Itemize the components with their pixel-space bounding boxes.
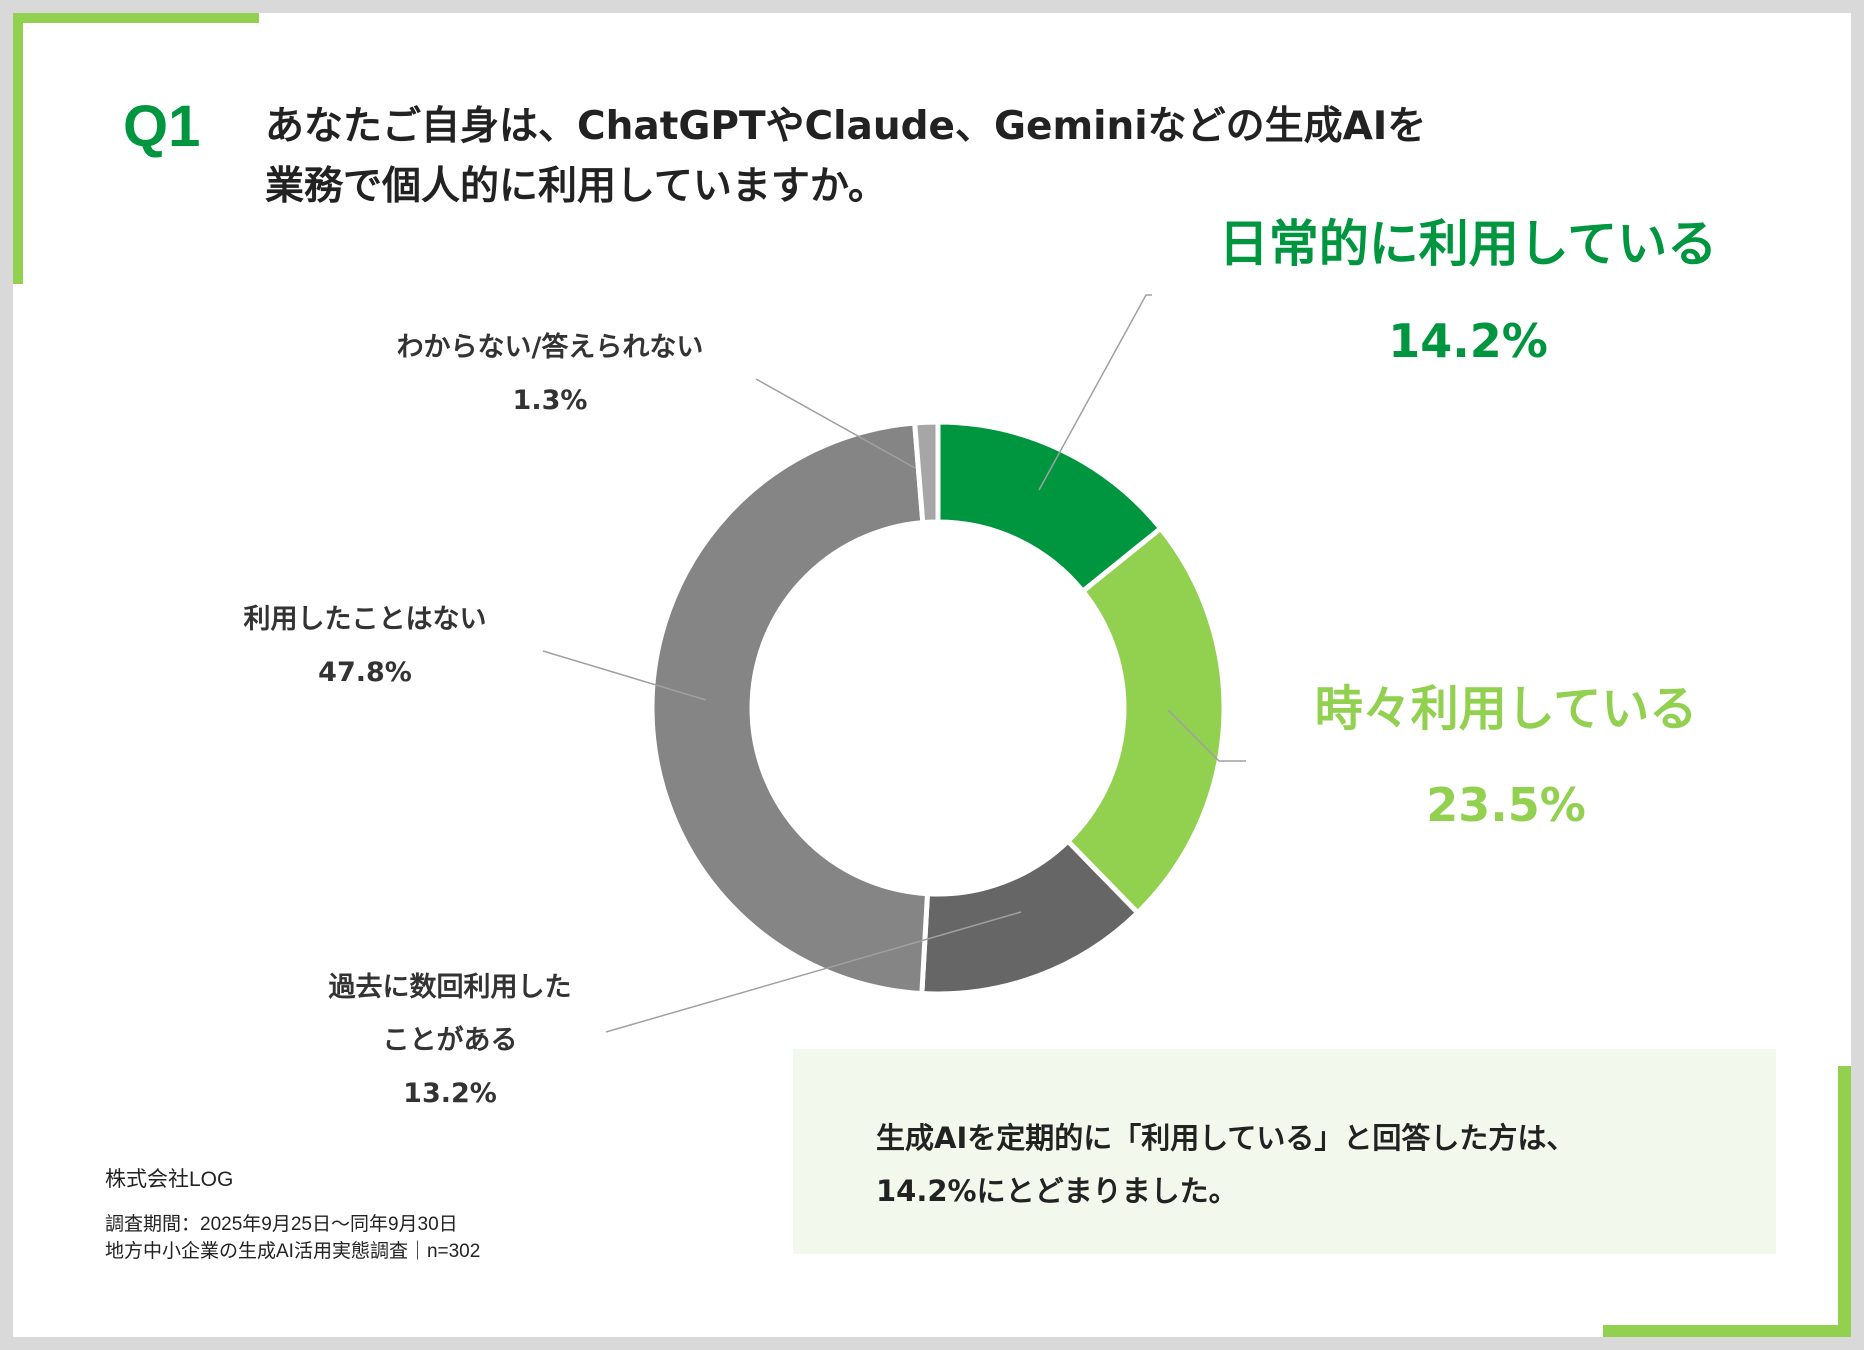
- summary-box: 生成AIを定期的に「利用している」と回答した方は、 14.2%にとどまりました。: [793, 1049, 1776, 1254]
- survey-period: 調査期間：2025年9月25日〜同年9月30日: [105, 1214, 458, 1235]
- donut-chart: 日常的に利用している 14.2% 時々利用している 23.5% 過去に数回利用したことが…: [244, 215, 1718, 1109]
- footer: 株式会社LOG 調査期間：2025年9月25日〜同年9月30日 地方中小企業の生…: [105, 1163, 480, 1265]
- slice-labels: 日常的に利用している 14.2% 時々利用している 23.5% 過去に数回利用したことが…: [244, 215, 1718, 1109]
- leader-line-3: [605, 911, 1022, 1033]
- slice-value-4: 47.8%: [318, 657, 412, 688]
- summary-text: 生成AIを定期的に「利用している」と回答した方は、 14.2%にとどまりました。: [876, 1112, 1575, 1218]
- donut-slices: [649, 419, 1227, 997]
- company-name: 株式会社LOG: [105, 1168, 234, 1191]
- leader-line-2: [1167, 709, 1246, 762]
- slice-value-1: 14.2%: [1388, 314, 1548, 368]
- bottom-right-accent-bar: [1603, 1325, 1851, 1337]
- question-text: あなたご自身は、ChatGPTやClaude、Geminiなどの生成AIを 業務…: [265, 97, 1565, 217]
- question-line-2: 業務で個人的に利用していますか。: [265, 164, 888, 209]
- slice-label-2: 時々利用している: [1315, 681, 1698, 737]
- survey-title: 地方中小企業の生成AI活用実態調査｜n=302: [105, 1241, 481, 1262]
- donut-slice-2: [1064, 524, 1227, 917]
- question-line-1: あなたご自身は、ChatGPTやClaude、Geminiなどの生成AIを: [265, 104, 1427, 149]
- leader-line-1: [1038, 294, 1152, 491]
- slice-label-3-line-1: 過去に数回利用した: [329, 972, 572, 1003]
- donut-slice-5: [911, 419, 941, 526]
- slice-value-3: 13.2%: [403, 1078, 497, 1109]
- slide: Q1 あなたご自身は、ChatGPTやClaude、Geminiなどの生成AIを…: [13, 13, 1851, 1337]
- slice-value-5: 1.3%: [513, 385, 588, 416]
- leader-lines: [542, 294, 1246, 1033]
- slice-label-4: 利用したことはない: [244, 604, 487, 635]
- top-left-accent-bar: [13, 13, 259, 23]
- survey-meta: 調査期間：2025年9月25日〜同年9月30日 地方中小企業の生成AI活用実態調…: [105, 1211, 480, 1265]
- left-accent-bar: [13, 13, 23, 284]
- leader-line-4: [542, 650, 707, 701]
- summary-line-1: 生成AIを定期的に「利用している」と回答した方は、: [876, 1121, 1576, 1155]
- slice-label-5: わからない/答えられない: [397, 331, 704, 363]
- question-number: Q1: [123, 94, 201, 159]
- summary-line-2: 14.2%にとどまりました。: [876, 1174, 1238, 1208]
- slice-label-1: 日常的に利用している: [1219, 215, 1718, 273]
- slice-value-2: 23.5%: [1426, 778, 1586, 832]
- donut-slice-4: [649, 420, 931, 997]
- leader-line-5: [755, 378, 916, 469]
- slice-label-3-line-2: ことがある: [383, 1024, 518, 1056]
- right-accent-bar: [1838, 1066, 1851, 1337]
